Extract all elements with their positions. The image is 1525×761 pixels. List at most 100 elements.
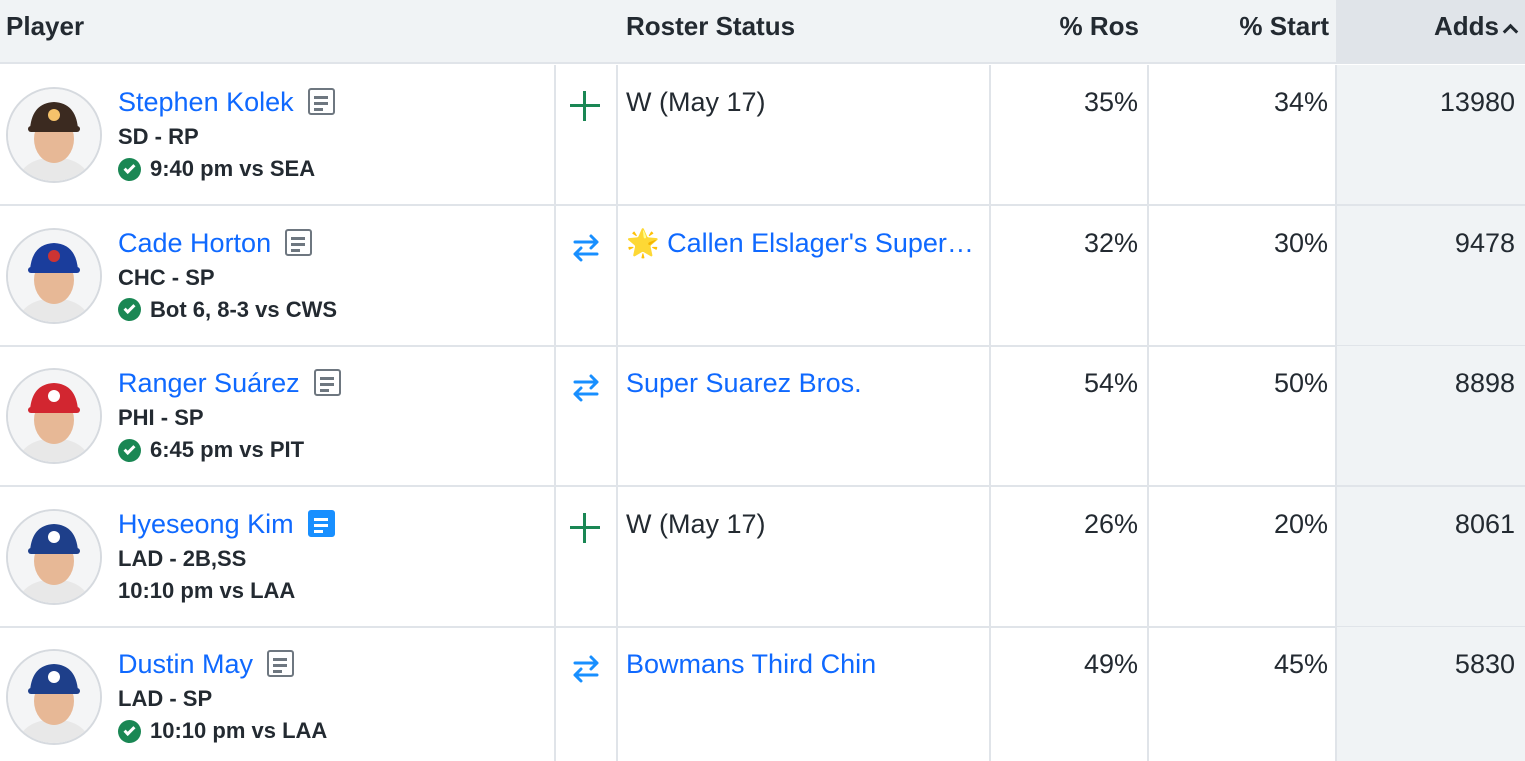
player-team-position: LAD - SP (118, 686, 213, 711)
column-divider (554, 205, 556, 345)
confirmed-check-icon (118, 719, 141, 743)
player-game-info: 9:40 pm vs SEA (118, 155, 315, 183)
player-game-text: 10:10 pm vs LAA (118, 577, 296, 603)
player-game-text: Bot 6, 8-3 vs CWS (150, 296, 338, 322)
table-row: Ranger Suárez PHI - SP 6:45 pm vs PIT Super… (0, 346, 1525, 487)
pct-started: 34% (1273, 87, 1328, 117)
column-divider (554, 346, 556, 485)
roster-team-link[interactable]: 🌟 Callen Elslager's Superstars (626, 227, 976, 258)
player-game-text: 9:40 pm vs SEA (150, 156, 316, 181)
pct-started: 30% (1273, 227, 1328, 258)
player-photo-sd[interactable] (6, 87, 102, 183)
player-name-link[interactable]: Stephen Kolek (118, 85, 335, 119)
column-divider (1147, 65, 1149, 204)
pct-rostered: 35% (1083, 87, 1138, 117)
player-notes-icon[interactable] (313, 369, 341, 397)
column-divider (616, 65, 618, 204)
player-notes-icon[interactable] (285, 228, 313, 256)
column-divider (1335, 65, 1337, 204)
player-name-link[interactable]: Dustin May (118, 647, 295, 681)
add-player-icon[interactable] (567, 87, 605, 125)
sorted-column-bg (1336, 0, 1525, 64)
adds-count: 8898 (1454, 368, 1515, 398)
plus-bar (583, 91, 586, 121)
column-divider (1147, 627, 1149, 761)
column-divider (989, 486, 991, 626)
column-divider (1147, 346, 1149, 485)
column-divider (1335, 205, 1337, 345)
adds-count: 5830 (1454, 649, 1515, 679)
column-divider (554, 627, 556, 761)
player-notes-icon[interactable] (307, 509, 335, 537)
pct-rostered: 26% (1083, 508, 1138, 539)
player-notes-icon[interactable] (307, 88, 335, 116)
header-player[interactable]: Player (6, 11, 85, 41)
table-header: Player Roster Status % Ros % Start Adds (0, 0, 1525, 64)
table-row: Cade Horton CHC - SP Bot 6, 8-3 vs CWS 🌟 Ca… (0, 205, 1525, 347)
player-photo-lad[interactable] (6, 508, 102, 605)
trade-player-icon[interactable] (567, 649, 605, 687)
column-divider (1335, 486, 1337, 626)
header-adds[interactable]: Adds (1336, 10, 1519, 42)
player-photo-phi[interactable] (6, 368, 102, 464)
player-game-text: 6:45 pm vs PIT (150, 437, 305, 462)
column-divider (1147, 486, 1149, 626)
column-divider (554, 486, 556, 626)
add-player-icon[interactable] (567, 509, 605, 547)
sorted-column-cell (1336, 205, 1525, 345)
column-divider (554, 65, 556, 204)
header-pct-start[interactable]: % Start (1239, 11, 1329, 41)
player-game-info: 6:45 pm vs PIT (118, 436, 304, 464)
header-pct-ros[interactable]: % Ros (1059, 11, 1139, 41)
roster-status-text: W (May 17) (626, 87, 766, 117)
confirmed-check-icon (118, 298, 141, 321)
player-photo-lad[interactable] (6, 649, 102, 745)
plus-bar (583, 512, 586, 543)
sort-ascending-icon (1502, 23, 1519, 40)
roster-status-text: W (May 17) (626, 508, 766, 539)
player-name: Cade Horton (118, 227, 272, 258)
player-team-position: LAD - 2B,SS (118, 545, 247, 571)
roster-team-link[interactable]: Bowmans Third Chin (626, 649, 877, 679)
column-divider (989, 627, 991, 761)
player-game-text: 10:10 pm vs LAA (150, 718, 328, 743)
header-adds-label: Adds (1434, 11, 1499, 41)
pct-rostered: 49% (1083, 649, 1138, 679)
column-divider (616, 205, 618, 345)
table-row: Hyeseong Kim LAD - 2B,SS 10:10 pm vs LAA W … (0, 486, 1525, 628)
column-divider (989, 205, 991, 345)
player-notes-icon[interactable] (267, 650, 295, 678)
column-divider (616, 627, 618, 761)
pct-rostered: 32% (1083, 227, 1138, 258)
sorted-column-cell (1336, 627, 1525, 761)
column-divider (616, 486, 618, 626)
adds-count: 9478 (1454, 227, 1515, 258)
sorted-column-cell (1336, 346, 1525, 485)
player-name-link[interactable]: Ranger Suárez (118, 366, 341, 400)
table-row: Dustin May LAD - SP 10:10 pm vs LAA Bowmans… (0, 627, 1525, 761)
player-team-position: CHC - SP (118, 264, 215, 290)
column-divider (1335, 627, 1337, 761)
player-name: Stephen Kolek (118, 87, 294, 117)
player-game-info: Bot 6, 8-3 vs CWS (118, 296, 337, 324)
header-roster-status[interactable]: Roster Status (626, 11, 796, 41)
column-divider (1147, 205, 1149, 345)
trade-player-icon[interactable] (567, 228, 605, 266)
player-name-link[interactable]: Hyeseong Kim (118, 507, 335, 541)
trade-player-icon[interactable] (567, 368, 605, 406)
pct-started: 20% (1273, 508, 1328, 539)
adds-count: 8061 (1454, 508, 1515, 539)
player-team-position: SD - RP (118, 124, 199, 149)
player-photo-chc[interactable] (6, 227, 102, 324)
sorted-column-cell (1336, 65, 1525, 204)
player-game-info: 10:10 pm vs LAA (118, 577, 295, 605)
confirmed-check-icon (118, 157, 141, 181)
roster-team-link[interactable]: Super Suarez Bros. (626, 368, 862, 398)
pct-started: 45% (1273, 649, 1328, 679)
player-game-info: 10:10 pm vs LAA (118, 717, 327, 745)
column-divider (989, 65, 991, 204)
table-row: Stephen Kolek SD - RP 9:40 pm vs SEA W (May… (0, 65, 1525, 206)
player-team-position: PHI - SP (118, 405, 204, 430)
player-name: Ranger Suárez (118, 368, 300, 398)
player-name-link[interactable]: Cade Horton (118, 226, 313, 260)
